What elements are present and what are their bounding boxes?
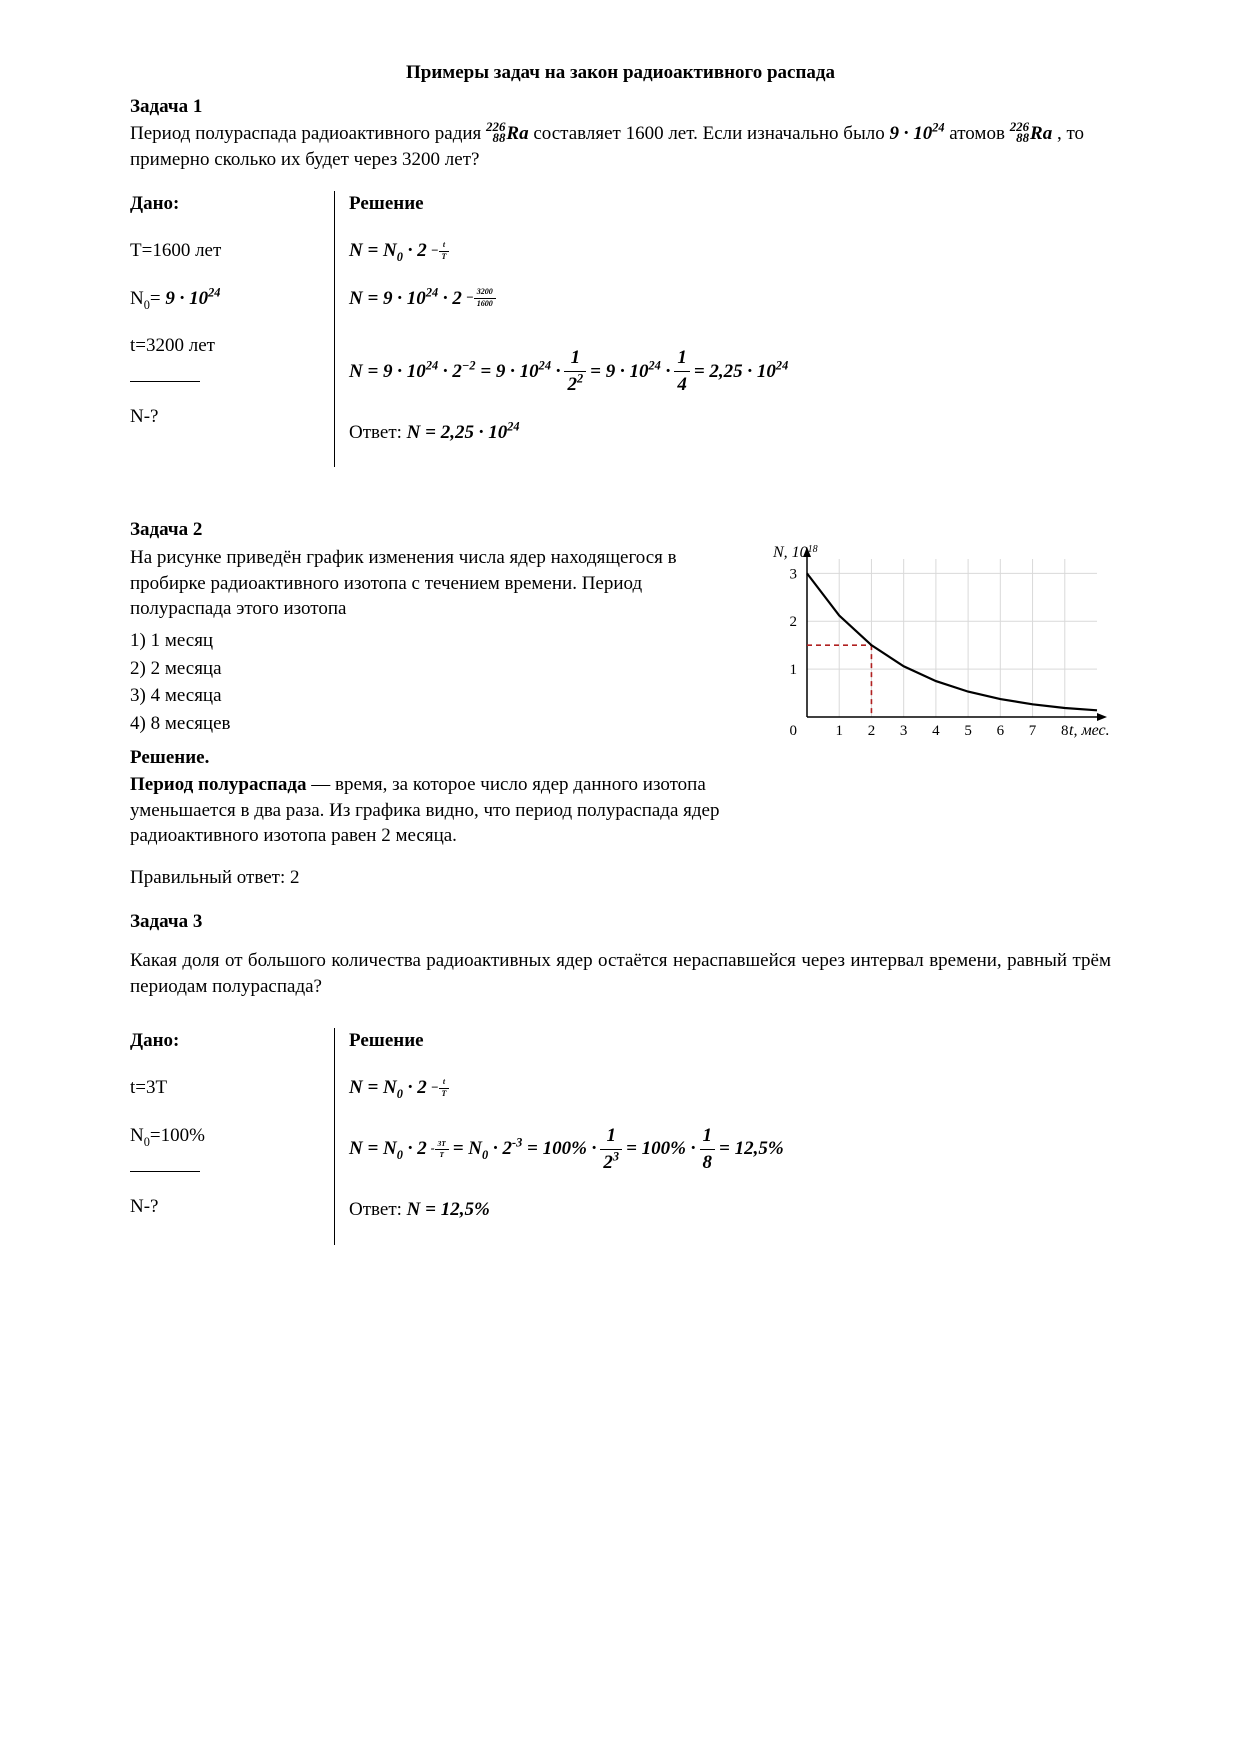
p1-heading: Задача 1 bbox=[130, 94, 1111, 120]
svg-text:5: 5 bbox=[964, 723, 972, 739]
svg-text:6: 6 bbox=[997, 723, 1005, 739]
p1-text-b: составляет 1600 лет. Если изначально был… bbox=[533, 123, 889, 144]
p3-given-t: t=3T bbox=[130, 1075, 320, 1101]
svg-text:3: 3 bbox=[900, 723, 908, 739]
p2-opt4: 4) 8 месяцев bbox=[130, 711, 739, 737]
p3-given-solution: Дано: t=3T N0=100% N-? Решение N = N0 · … bbox=[130, 1028, 1111, 1245]
p1-text-a: Период полураспада радиоактивного радия bbox=[130, 123, 486, 144]
p1-given-hdr: Дано: bbox=[130, 191, 320, 217]
p1-find: N-? bbox=[130, 404, 320, 430]
p1-statement: Период полураспада радиоактивного радия … bbox=[130, 121, 1111, 172]
p1-text-c: атомов bbox=[949, 123, 1009, 144]
p3-eq1: N = N0 · 2 −tT bbox=[349, 1075, 1111, 1101]
p3-answer: Ответ: N = 12,5% bbox=[349, 1197, 1111, 1223]
svg-text:4: 4 bbox=[932, 723, 940, 739]
svg-text:1: 1 bbox=[835, 723, 843, 739]
svg-text:2: 2 bbox=[868, 723, 876, 739]
p3-given-col: Дано: t=3T N0=100% N-? bbox=[130, 1028, 334, 1245]
p3-given-sep bbox=[130, 1171, 200, 1172]
p2-body: На рисунке приведён график изменения чис… bbox=[130, 545, 1111, 855]
p1-n0: 9 · 1024 bbox=[889, 123, 944, 144]
p2-answer: Правильный ответ: 2 bbox=[130, 865, 1111, 891]
p1-eq1: N = N0 · 2 −tT bbox=[349, 238, 1111, 264]
p1-answer: Ответ: N = 2,25 · 1024 bbox=[349, 420, 1111, 446]
document-page: Примеры задач на закон радиоактивного ра… bbox=[0, 0, 1241, 1754]
p3-eq2-exp1: -3TT bbox=[431, 1139, 449, 1160]
p1-solution-col: Решение N = N0 · 2 −tT N = 9 · 1024 · 2 … bbox=[334, 191, 1111, 468]
p1-sol-hdr: Решение bbox=[349, 191, 1111, 217]
p1-given-N0: N0= 9 · 1024 bbox=[130, 286, 320, 312]
decay-chart-svg: 123456781230N, 1018t, мес. bbox=[761, 545, 1111, 745]
p3-find: N-? bbox=[130, 1194, 320, 1220]
p1-eq3: N = 9 · 1024 · 2−2 = 9 · 1024 · 122 = 9 … bbox=[349, 345, 1111, 397]
p3-solution-col: Решение N = N0 · 2 −tT N = N0 · 2 -3TT =… bbox=[334, 1028, 1111, 1245]
p1-given-sep bbox=[130, 381, 200, 382]
p1-eq1-exp: −tT bbox=[431, 240, 450, 263]
p3-heading: Задача 3 bbox=[130, 909, 1111, 935]
p3-given-N0: N0=100% bbox=[130, 1123, 320, 1149]
p3-sol-hdr: Решение bbox=[349, 1028, 1111, 1054]
nuclide-sym-1: Ra bbox=[506, 123, 528, 144]
p1-given-solution: Дано: T=1600 лет N0= 9 · 1024 t=3200 лет… bbox=[130, 191, 1111, 468]
p2-options: 1) 1 месяц 2) 2 месяца 3) 4 месяца 4) 8 … bbox=[130, 628, 739, 737]
p2-sol-text: Период полураспада — время, за которое ч… bbox=[130, 772, 739, 849]
p1-given-T: T=1600 лет bbox=[130, 238, 320, 264]
svg-text:1: 1 bbox=[790, 662, 798, 678]
p1-given-col: Дано: T=1600 лет N0= 9 · 1024 t=3200 лет… bbox=[130, 191, 334, 468]
doc-title: Примеры задач на закон радиоактивного ра… bbox=[130, 60, 1111, 86]
p3-eq2: N = N0 · 2 -3TT = N0 · 2-3 = 100% · 123 … bbox=[349, 1123, 1111, 1175]
p2-opt2: 2) 2 месяца bbox=[130, 656, 739, 682]
p1-eq2-exp: −32001600 bbox=[466, 287, 496, 310]
p2-chart: 123456781230N, 1018t, мес. bbox=[761, 545, 1111, 745]
p3-statement: Какая доля от большого количества радиоа… bbox=[130, 948, 1111, 999]
p1-given-t: t=3200 лет bbox=[130, 333, 320, 359]
p2-opt3: 3) 4 месяца bbox=[130, 683, 739, 709]
nuclide-ra-1: 226 88 bbox=[486, 122, 505, 144]
p2-statement: На рисунке приведён график изменения чис… bbox=[130, 545, 739, 622]
svg-text:7: 7 bbox=[1029, 723, 1037, 739]
p2-text-col: На рисунке приведён график изменения чис… bbox=[130, 545, 739, 855]
p2-heading: Задача 2 bbox=[130, 517, 1111, 543]
nuclide-ra-2: 226 88 bbox=[1010, 122, 1029, 144]
p1-eq2: N = 9 · 1024 · 2 −32001600 bbox=[349, 286, 1111, 312]
nuclide-sym-2: Ra bbox=[1030, 123, 1052, 144]
p3-eq1-exp: −tT bbox=[431, 1077, 450, 1100]
svg-text:3: 3 bbox=[790, 566, 798, 582]
p3-given-hdr: Дано: bbox=[130, 1028, 320, 1054]
svg-text:2: 2 bbox=[790, 614, 798, 630]
svg-text:t, мес.: t, мес. bbox=[1069, 722, 1110, 739]
p2-opt1: 1) 1 месяц bbox=[130, 628, 739, 654]
svg-text:8: 8 bbox=[1061, 723, 1069, 739]
p2-sol-hdr: Решение. bbox=[130, 745, 739, 771]
svg-text:0: 0 bbox=[790, 723, 798, 739]
